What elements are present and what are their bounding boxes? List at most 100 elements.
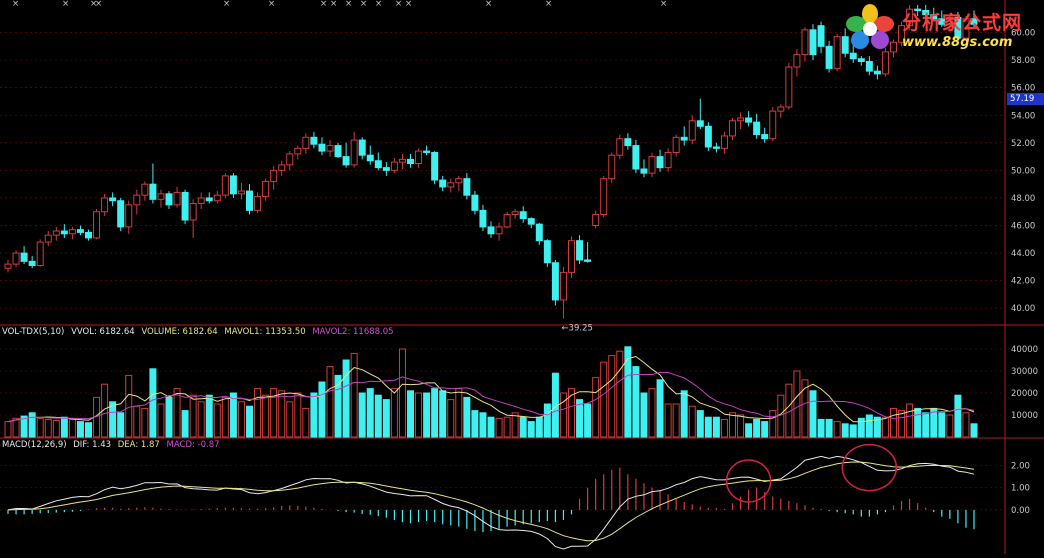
candle-down	[753, 121, 761, 136]
candle-down	[865, 61, 873, 72]
volume-bar-down	[970, 423, 978, 438]
volume-bar-up	[833, 421, 841, 438]
candle-down	[656, 156, 664, 169]
volume-bar-down	[382, 399, 390, 438]
dea-line	[7, 461, 975, 542]
candle-up	[278, 164, 286, 171]
candle-down	[632, 145, 640, 170]
top-marker-icon: ×	[268, 0, 275, 9]
volume-axis-tick: 10000	[1011, 411, 1038, 421]
volume-bar-down	[358, 392, 366, 438]
macd-axis-tick: 1.00	[1011, 484, 1030, 494]
volume-bar-down	[841, 423, 849, 438]
volume-bar-up	[133, 405, 141, 438]
top-marker-icon: ×	[330, 0, 337, 9]
candle-down	[382, 167, 390, 171]
volume-bar-up	[664, 403, 672, 438]
volume-bar-up	[68, 418, 76, 438]
crossover-circle	[841, 443, 898, 492]
macd-axis-tick: 0.00	[1011, 506, 1030, 516]
volume-bar-down	[680, 390, 688, 438]
volume-bar-down	[479, 412, 487, 438]
candle-up	[890, 41, 897, 53]
candle-down	[624, 138, 632, 147]
candle-down	[487, 226, 495, 235]
volume-bar-down	[471, 410, 479, 438]
volume-bar-up	[237, 401, 245, 438]
volume-bar-up	[326, 366, 334, 438]
candle-down	[342, 156, 350, 166]
volume-value: VOLUME: 6182.64	[141, 327, 218, 337]
mavol2-value: MAVOL2: 11688.05	[312, 327, 394, 337]
volume-bar-up	[511, 412, 519, 438]
volume-bar-up	[157, 403, 165, 438]
price-axis-tick: 42.00	[1011, 277, 1035, 287]
candle-down	[149, 183, 157, 200]
price-axis-tick: 48.00	[1011, 194, 1035, 204]
volume-bar-down	[825, 418, 833, 438]
candle-up	[133, 194, 141, 206]
candle-down	[181, 191, 189, 221]
top-marker-icon: ×	[360, 0, 367, 9]
price-axis-tick: 52.00	[1011, 139, 1035, 149]
volume-bar-up	[254, 388, 262, 438]
volume-bar-down	[423, 392, 431, 438]
candle-up	[608, 154, 616, 180]
candle-down	[873, 70, 881, 75]
last-price-tag: 57.19	[1007, 93, 1044, 105]
volume-bar-down	[576, 399, 584, 438]
volume-bar-down	[696, 410, 704, 438]
volume-bar-down	[519, 416, 527, 438]
top-marker-icon: ×	[320, 0, 327, 9]
candle-up	[254, 196, 262, 211]
candle-down	[809, 29, 817, 56]
candle-down	[76, 229, 84, 233]
candle-down	[439, 179, 447, 188]
volume-bar-down	[334, 374, 342, 438]
volume-bar-down	[342, 359, 350, 438]
volume-bar-down	[873, 416, 881, 438]
candle-up	[962, 18, 970, 39]
flower-logo-icon	[846, 4, 894, 49]
top-marker-icon: ×	[12, 0, 19, 9]
volume-bar-down	[761, 421, 769, 438]
top-marker-icon: ×	[95, 0, 102, 9]
vvol-value: VVOL: 6182.64	[71, 327, 135, 337]
volume-bar-up	[946, 414, 954, 438]
price-axis-tick: 54.00	[1011, 111, 1035, 121]
price-axis-tick: 40.00	[1011, 304, 1035, 314]
volume-bar-up	[503, 416, 511, 438]
volume-bar-up	[398, 348, 406, 438]
top-marker-icon: ×	[62, 0, 69, 9]
volume-bar-up	[881, 416, 889, 438]
volume-bar-down	[922, 412, 930, 438]
candle-up	[688, 120, 696, 141]
volume-bar-down	[624, 346, 632, 438]
macd-indicator-name: MACD(12,26,9)	[2, 440, 67, 450]
candle-down	[817, 25, 825, 47]
candle-up	[52, 230, 60, 236]
mavol1-value: MAVOL1: 11353.50	[224, 327, 306, 337]
candle-up	[173, 191, 181, 206]
volume-bar-down	[165, 396, 173, 438]
volume-bar-up	[390, 388, 398, 438]
volume-bar-down	[463, 396, 471, 438]
top-marker-icon: ×	[223, 0, 230, 9]
volume-indicator-header: VOL-TDX(5,10) VVOL: 6182.64 VOLUME: 6182…	[2, 327, 398, 338]
volume-bar-up	[4, 421, 12, 438]
volume-bar-up	[688, 405, 696, 438]
candle-up	[326, 145, 334, 152]
volume-bar-down	[205, 394, 213, 438]
candle-up	[44, 234, 52, 243]
candle-down	[712, 146, 720, 149]
candle-down	[310, 136, 318, 145]
volume-bar-down	[366, 388, 374, 438]
candle-up	[197, 197, 205, 204]
candle-up	[672, 136, 680, 153]
candle-up	[600, 178, 608, 215]
candle-up	[68, 229, 76, 235]
volume-bar-up	[559, 392, 567, 438]
volume-bar-up	[213, 403, 221, 438]
price-axis-tick: 60.00	[1011, 29, 1035, 39]
